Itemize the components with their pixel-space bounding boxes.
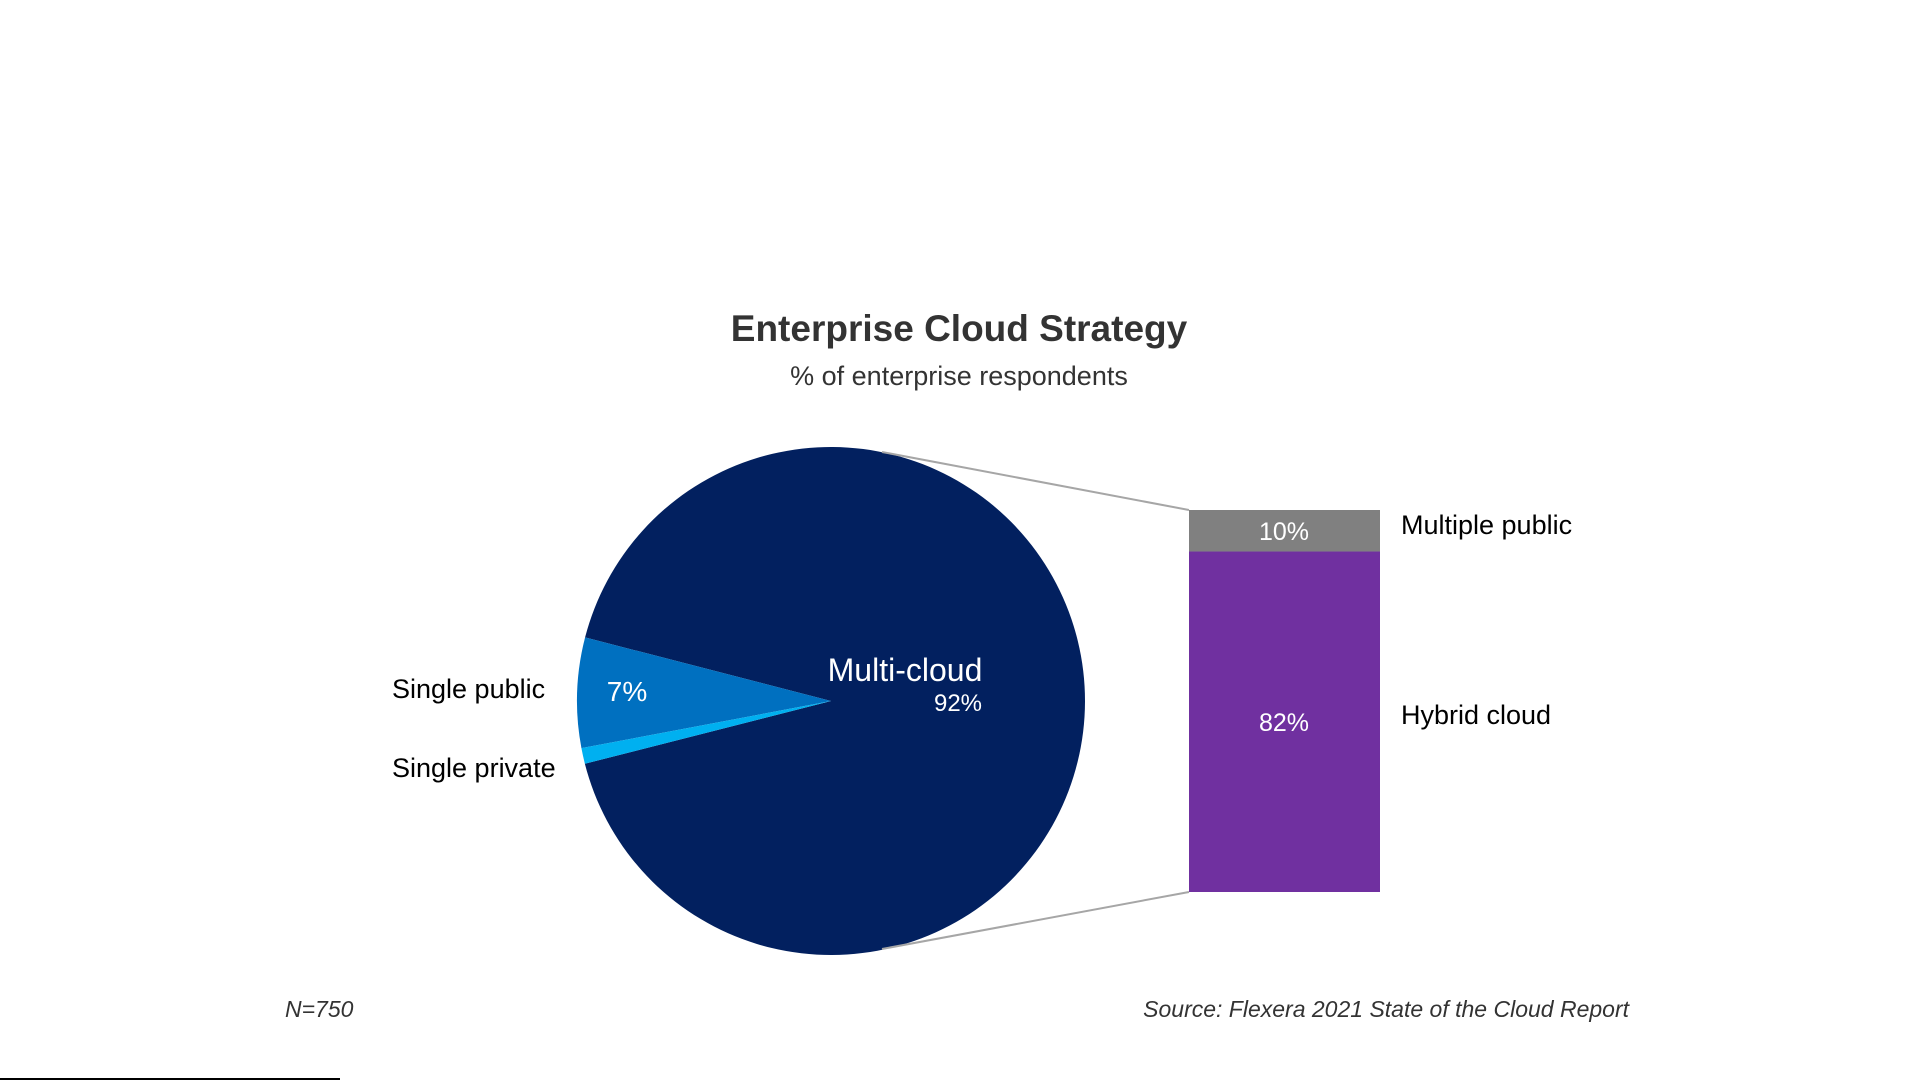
chart-title: Enterprise Cloud Strategy (731, 308, 1188, 349)
chart-subtitle: % of enterprise respondents (790, 361, 1128, 391)
legend-single-private: Single private (392, 753, 556, 783)
footnote-source: Source: Flexera 2021 State of the Cloud … (1143, 996, 1630, 1022)
pie-slice-multi-cloud (584, 446, 1085, 956)
bar-value-hybrid-cloud: 82% (1259, 709, 1309, 737)
slice-value-single-public: 7% (607, 676, 647, 707)
bar-segment-multiple-public (1189, 510, 1380, 552)
legend-hybrid-cloud: Hybrid cloud (1401, 700, 1551, 730)
connector-line-bottom (881, 891, 1190, 950)
connector-line-top (881, 451, 1190, 511)
slice-value-multi-cloud: 92% (934, 690, 982, 717)
footnote-sample-size: N=750 (285, 996, 354, 1022)
slice-label-multi-cloud: Multi-cloud (828, 652, 983, 688)
bar-value-multiple-public: 10% (1259, 518, 1309, 546)
legend-single-public: Single public (392, 674, 545, 704)
legend-multiple-public: Multiple public (1401, 510, 1572, 540)
divider-line (0, 1078, 340, 1080)
pie-slice-single-public (577, 637, 831, 749)
pie-slice-single-private (581, 701, 831, 764)
bar-segment-hybrid-cloud (1189, 551, 1380, 892)
